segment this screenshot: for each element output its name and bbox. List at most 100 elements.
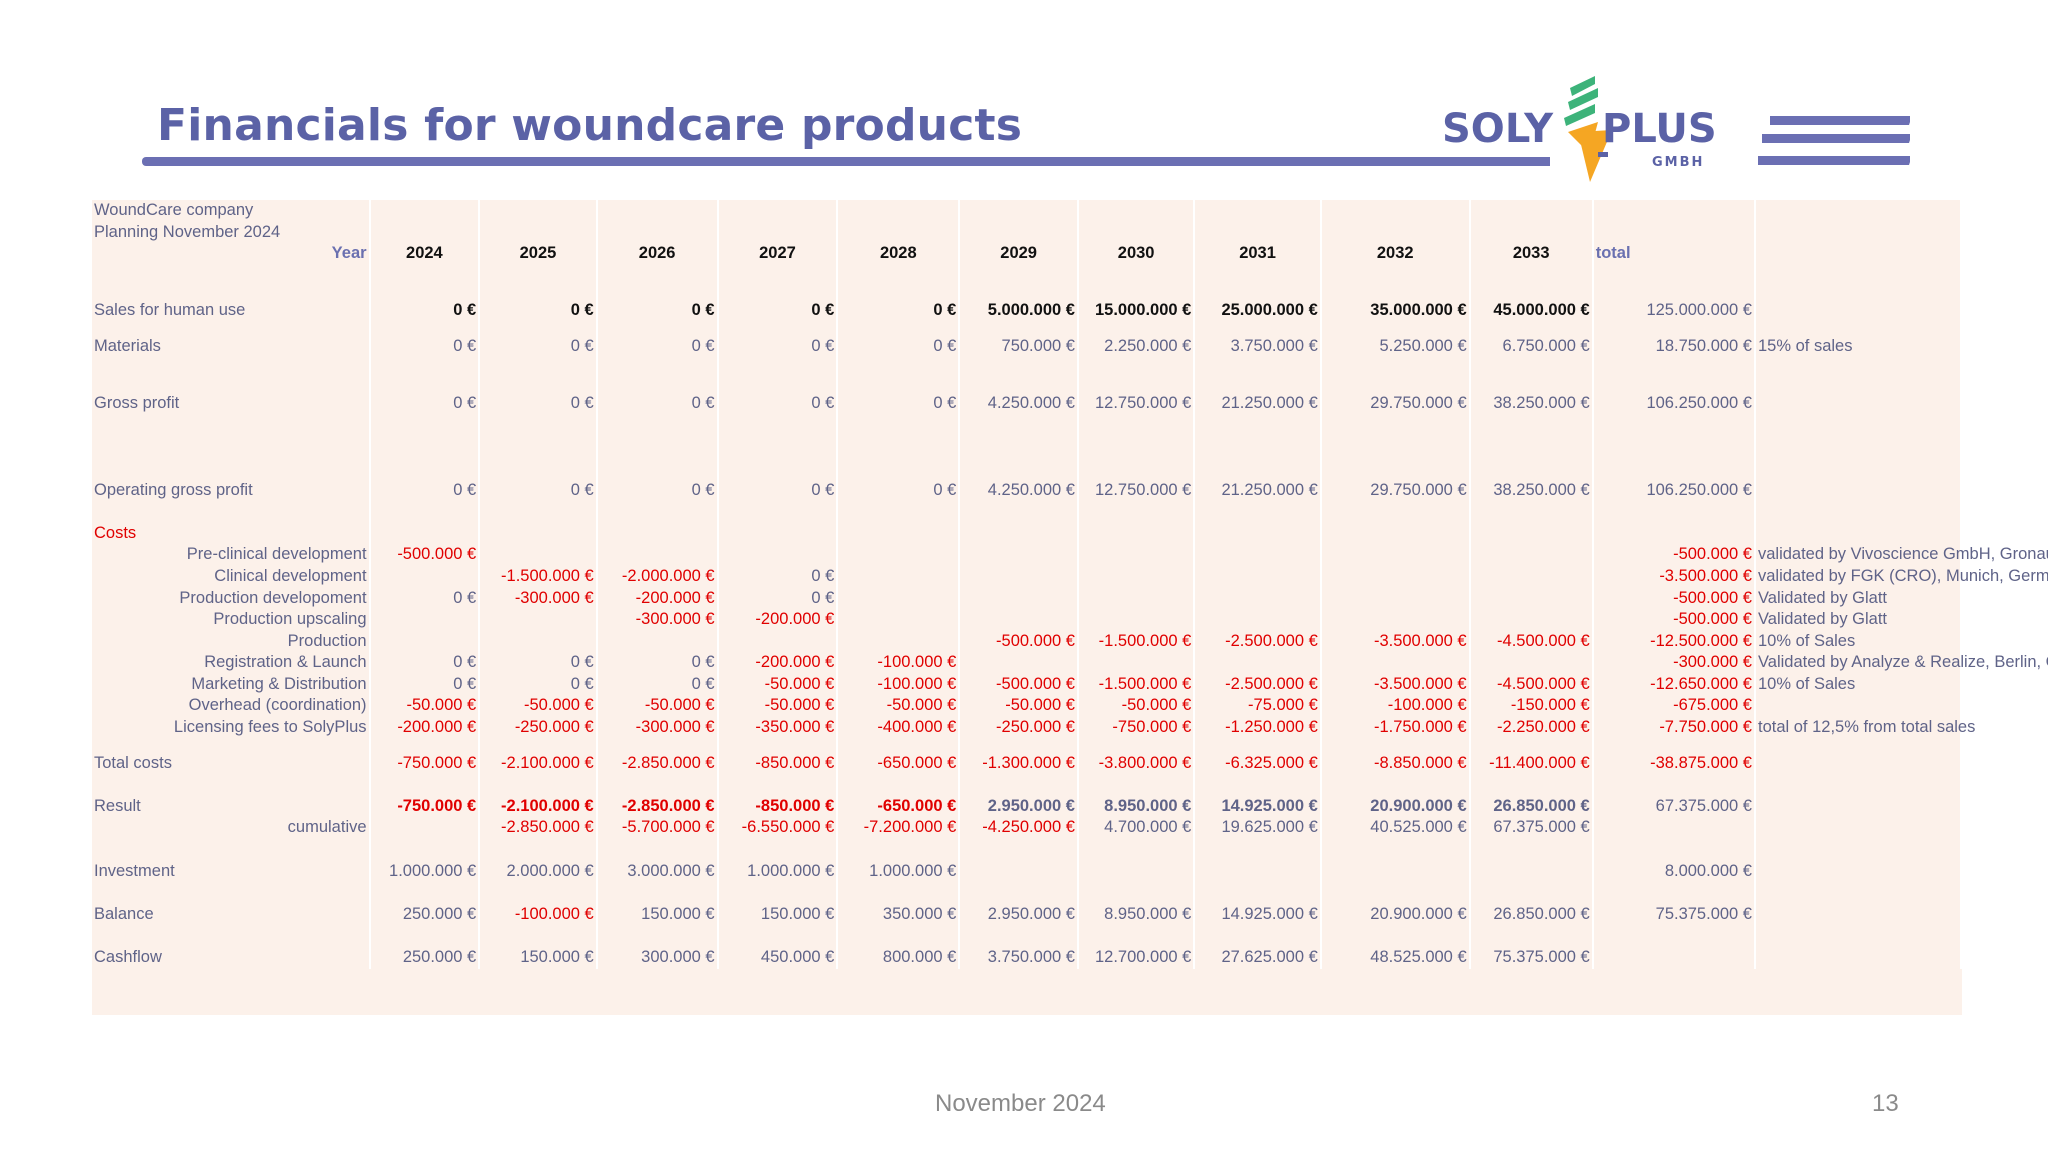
note-cell: Validated by Analyze & Realize, Berlin, … — [1754, 652, 2048, 674]
row-label: cumulative — [92, 817, 371, 840]
table-cell: 150.000 € — [596, 903, 719, 926]
table-cell: 38.250.000 € — [1469, 479, 1594, 502]
table-cell — [1077, 860, 1196, 883]
table-cell: -2.500.000 € — [1194, 630, 1322, 653]
logo-left-text: SOLY — [1442, 106, 1554, 152]
table-cell: -2.250.000 € — [1469, 717, 1594, 739]
table-cell — [369, 817, 481, 840]
table-cell: -200.000 € — [717, 609, 839, 631]
table-cell: -750.000 € — [1077, 717, 1196, 739]
table-cell: -100.000 € — [837, 673, 961, 696]
table-cell: 45.000.000 € — [1469, 300, 1594, 322]
table-cell: -5.700.000 € — [596, 817, 719, 840]
table-row — [92, 357, 1963, 380]
table-cell: 29.750.000 € — [1320, 479, 1471, 502]
table-cell: 0 € — [479, 335, 598, 358]
row-label: Sales for human use — [92, 300, 371, 322]
table-cell: -2.100.000 € — [479, 752, 598, 775]
row-label: Registration & Launch — [92, 652, 371, 674]
table-row — [92, 925, 1963, 947]
table-cell: -250.000 € — [479, 717, 598, 739]
table-cell: 0 € — [596, 335, 719, 358]
company-logo: SOLY PLUS GMBH — [1440, 70, 1910, 185]
table-cell: 0 € — [596, 393, 719, 415]
table-cell — [596, 630, 719, 653]
table-cell: 450.000 € — [717, 947, 839, 969]
table-cell: 3.750.000 € — [1194, 335, 1322, 358]
table-row — [92, 882, 1963, 904]
table-row: Licensing fees to SolyPlus -200.000 € -250… — [92, 717, 1975, 739]
table-cell: 21.250.000 € — [1194, 479, 1322, 502]
table-cell: -400.000 € — [837, 717, 961, 739]
table-cell: -200.000 € — [717, 652, 839, 674]
table-cell: 150.000 € — [479, 947, 598, 969]
note-cell — [1754, 817, 1963, 840]
table-cell — [369, 565, 481, 588]
table-cell: 4.700.000 € — [1077, 817, 1196, 840]
note-cell: total of 12,5% from total sales — [1754, 717, 1975, 739]
table-cell: -1.500.000 € — [1077, 630, 1196, 653]
table-cell: -750.000 € — [369, 752, 481, 775]
table-cell: -1.750.000 € — [1320, 717, 1471, 739]
table-cell: -11.400.000 € — [1469, 752, 1594, 775]
table-cell: 14.925.000 € — [1194, 795, 1322, 818]
table-cell: 0 € — [717, 393, 839, 415]
table-cell: -3.800.000 € — [1077, 752, 1196, 775]
year-header: 2033 — [1469, 243, 1594, 265]
total-cell: 8.000.000 € — [1592, 860, 1756, 883]
row-label: Balance — [92, 903, 371, 926]
table-row: Cashflow 250.000 €150.000 €300.000 €450.0… — [92, 947, 1963, 969]
row-label: Gross profit — [92, 393, 371, 415]
note-cell: validated by Vivoscience GmbH, Gronau, G… — [1754, 544, 2048, 566]
table-cell: 2.250.000 € — [1077, 335, 1196, 358]
table-cell — [837, 565, 961, 588]
table-cell — [959, 652, 1079, 674]
table-cell: 19.625.000 € — [1194, 817, 1322, 840]
table-cell: -650.000 € — [837, 752, 961, 775]
table-cell — [959, 587, 1079, 610]
table-cell: -6.325.000 € — [1194, 752, 1322, 775]
table-cell — [959, 565, 1079, 588]
table-cell: -4.500.000 € — [1469, 673, 1594, 696]
table-cell: 0 € — [479, 300, 598, 322]
table-row — [92, 774, 1963, 796]
table-cell: 8.950.000 € — [1077, 903, 1196, 926]
table-cell: 5.000.000 € — [959, 300, 1079, 322]
table-cell: 0 € — [479, 652, 598, 674]
company-name: WoundCare company — [92, 200, 371, 222]
table-cell: -50.000 € — [1077, 695, 1196, 718]
year-header: 2027 — [717, 243, 839, 265]
table-cell: 0 € — [369, 479, 481, 502]
table-cell: 67.375.000 € — [1469, 817, 1594, 840]
table-cell — [1194, 609, 1322, 631]
table-cell: -850.000 € — [717, 795, 839, 818]
table-cell — [479, 609, 598, 631]
table-cell — [717, 544, 839, 566]
table-cell — [479, 630, 598, 653]
table-row: cumulative -2.850.000 € -5.700.000 € -6.550… — [92, 817, 1963, 840]
row-label: Licensing fees to SolyPlus — [92, 717, 371, 739]
table-row: Planning November 2024 — [92, 221, 1963, 244]
table-cell — [1320, 587, 1471, 610]
table-cell: -1.500.000 € — [479, 565, 598, 588]
table-cell: -50.000 € — [596, 695, 719, 718]
table-cell — [837, 630, 961, 653]
table-cell — [837, 544, 961, 566]
table-cell: 15.000.000 € — [1077, 300, 1196, 322]
table-cell: 0 € — [596, 673, 719, 696]
table-cell — [959, 609, 1079, 631]
table-cell: 0 € — [369, 673, 481, 696]
table-row: Clinical development -1.500.000 € -2.000.0… — [92, 565, 2048, 588]
table-cell — [479, 544, 598, 566]
table-cell: 0 € — [369, 587, 481, 610]
table-cell: -50.000 € — [959, 695, 1079, 718]
table-row: Gross profit 0 €0 €0 €0 €0 €4.250.000 €12… — [92, 393, 1963, 415]
note-cell — [1754, 752, 1963, 775]
note-cell: validated by FGK (CRO), Munich, Germany — [1754, 565, 2048, 588]
table-cell: 0 € — [837, 300, 961, 322]
total-cell: 125.000.000 € — [1592, 300, 1756, 322]
table-cell: 12.750.000 € — [1077, 479, 1196, 502]
row-label: Materials — [92, 335, 371, 358]
table-cell: 800.000 € — [837, 947, 961, 969]
row-label: Marketing & Distribution — [92, 673, 371, 696]
